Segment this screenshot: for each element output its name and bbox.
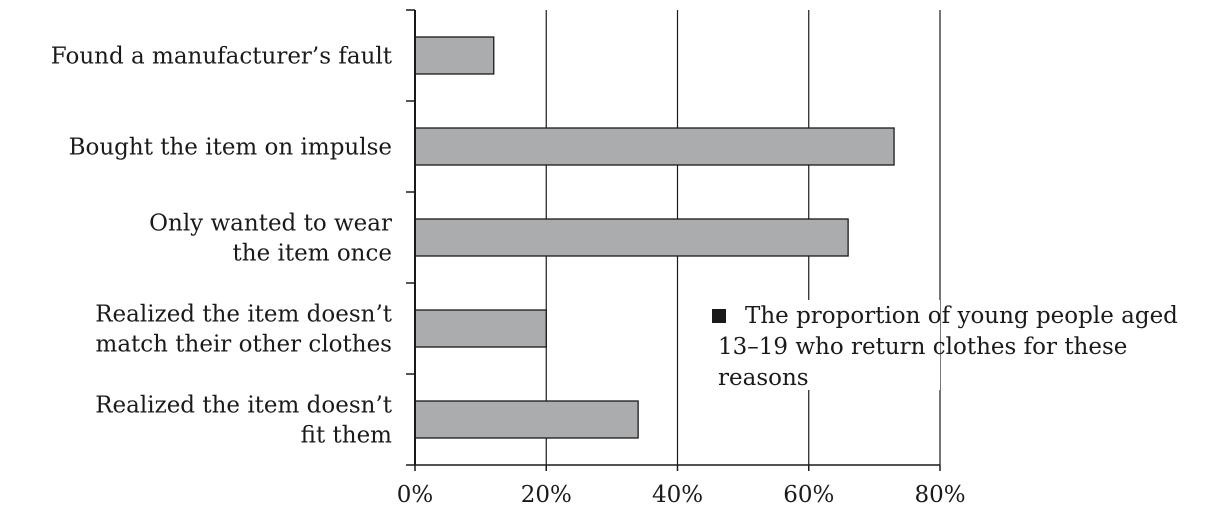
x-axis-tick-labels: 0% 20% 40% 60% 80%	[397, 482, 966, 508]
bar-4	[414, 309, 547, 348]
category-label-3: Only wanted to wear the item once	[149, 211, 392, 267]
category-label-5: Realized the item doesn’t fit them	[95, 393, 393, 449]
legend-label: The proportion of young people aged 13–19…	[718, 303, 1178, 391]
x-tick-label: 0%	[397, 482, 434, 508]
bar-1	[414, 36, 495, 75]
legend-swatch	[712, 309, 726, 323]
legend: The proportion of young people aged 13–19…	[706, 300, 1178, 391]
y-axis	[406, 9, 941, 471]
bar-2	[414, 127, 895, 166]
bars	[414, 36, 895, 439]
bar-5	[414, 400, 639, 439]
category-label-2: Bought the item on impulse	[69, 135, 392, 161]
category-label-4: Realized the item doesn’t match their oth…	[95, 302, 393, 358]
category-label-1: Found a manufacturer’s fault	[51, 44, 393, 70]
x-tick-label: 60%	[783, 482, 834, 508]
legend-background	[706, 300, 940, 390]
x-tick-label: 80%	[914, 482, 965, 508]
category-labels: Found a manufacturer’s fault Bought the i…	[51, 44, 393, 449]
x-tick-label: 20%	[521, 482, 572, 508]
x-tick-label: 40%	[652, 482, 703, 508]
bar-3	[414, 218, 849, 257]
